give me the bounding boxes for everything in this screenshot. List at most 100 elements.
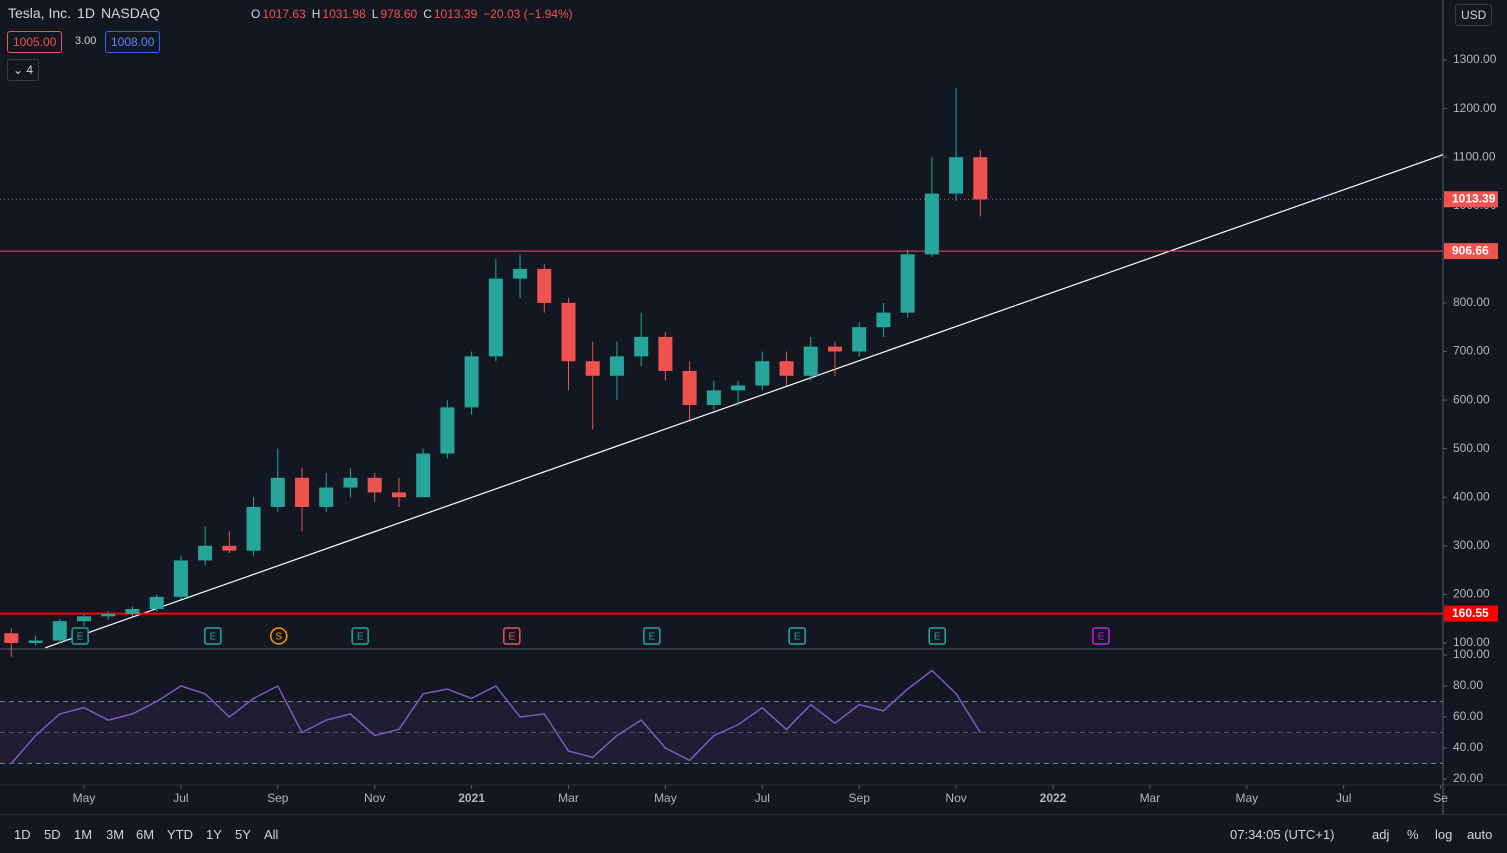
candle-body xyxy=(173,560,188,597)
candle-body xyxy=(416,453,431,498)
candle-body xyxy=(731,385,746,391)
candle-body xyxy=(658,336,673,371)
range-button[interactable]: 5Y xyxy=(235,827,251,842)
candle-body xyxy=(367,477,382,493)
range-button[interactable]: 1M xyxy=(74,827,93,842)
price-label-bg xyxy=(1444,191,1498,208)
range-button[interactable]: 6M xyxy=(136,827,155,842)
event-label: E xyxy=(210,632,217,643)
bottom-toolbar: 07:34:05 (UTC+1) adj % log auto 1D 5D 1M 3M… xyxy=(0,814,1507,853)
event-marker xyxy=(643,627,661,645)
event-marker xyxy=(270,627,288,645)
price-label-bg xyxy=(1444,243,1498,260)
value: 1031.98 xyxy=(322,7,366,21)
value: 1013.39 xyxy=(433,7,478,21)
x-tick-label: Sep xyxy=(849,791,871,805)
price-label-bg xyxy=(1444,605,1498,622)
candle-body xyxy=(609,356,624,376)
label: L xyxy=(371,7,379,21)
price-label: 906.66 xyxy=(1452,243,1489,257)
candle-body xyxy=(319,487,334,507)
candle-body xyxy=(973,157,988,200)
candle-body xyxy=(755,361,770,386)
label: C xyxy=(423,7,432,21)
candle-body xyxy=(125,608,140,614)
y-tick-label: 800.00 xyxy=(1453,295,1490,309)
range-button[interactable]: All xyxy=(264,827,279,842)
sell-button[interactable]: 1005.00 xyxy=(7,31,63,53)
indicators-toggle[interactable]: ⌄ 4 xyxy=(7,59,40,81)
x-tick-label: May xyxy=(654,791,677,805)
rsi-tick-label: 40.00 xyxy=(1453,740,1483,754)
rsi-tick-label: 60.00 xyxy=(1453,709,1483,723)
candle-body xyxy=(464,356,479,408)
range-button[interactable]: 1D xyxy=(14,827,31,842)
x-tick-label: Nov xyxy=(364,791,385,805)
candle-body xyxy=(537,268,552,303)
candle-body xyxy=(488,278,503,357)
event-label: E xyxy=(508,632,515,643)
symbol-header: Tesla, Inc. 1D NASDAQ xyxy=(8,5,160,21)
x-tick-label: Mar xyxy=(1140,791,1161,805)
percent[interactable]: % xyxy=(1407,827,1419,842)
interval[interactable]: 1D xyxy=(77,5,95,21)
candle-body xyxy=(634,336,649,357)
candle-body xyxy=(585,361,600,376)
x-tick-label: 2021 xyxy=(458,791,485,805)
candle-body xyxy=(561,302,576,362)
symbol-name[interactable]: Tesla, Inc. xyxy=(8,5,72,21)
trendline xyxy=(45,154,1444,649)
event-marker xyxy=(928,627,946,645)
event-label: E xyxy=(794,632,801,643)
event-marker xyxy=(204,627,222,645)
candle-body xyxy=(28,640,43,643)
candle-body xyxy=(222,545,237,551)
adj[interactable]: adj xyxy=(1372,827,1390,842)
range-button[interactable]: 5D xyxy=(44,827,61,842)
range-button[interactable]: YTD xyxy=(167,827,193,842)
candle-body xyxy=(900,254,915,313)
auto[interactable]: auto xyxy=(1467,827,1493,842)
y-tick-label: 500.00 xyxy=(1453,441,1490,455)
event-marker xyxy=(788,627,806,645)
candle-body xyxy=(852,327,867,352)
x-tick-label: Nov xyxy=(945,791,966,805)
candle-body xyxy=(513,268,528,279)
rsi-tick-label: 100.00 xyxy=(1453,647,1490,661)
candle-body xyxy=(779,361,794,376)
value: 1017.63 xyxy=(262,7,306,21)
event-marker xyxy=(71,627,89,645)
value: 978.60 xyxy=(380,7,418,21)
event-label: S xyxy=(275,632,282,643)
candle-body xyxy=(803,346,818,376)
y-tick-label: 700.00 xyxy=(1453,344,1490,358)
event-label: E xyxy=(357,632,364,643)
candle-body xyxy=(440,407,455,454)
candle-body xyxy=(706,390,721,405)
event-label: E xyxy=(648,632,655,643)
currency[interactable]: USD xyxy=(1455,4,1493,26)
event-label: E xyxy=(934,632,941,643)
y-tick-label: 600.00 xyxy=(1453,392,1490,406)
event-label: E xyxy=(1098,632,1105,643)
candle-body xyxy=(949,157,964,194)
clock: 07:34:05 (UTC+1) xyxy=(1230,827,1335,842)
range-button[interactable]: 3M xyxy=(106,827,125,842)
candle-body xyxy=(924,193,939,255)
change: −20.03 (−1.94%) xyxy=(483,7,573,21)
event-marker xyxy=(503,627,521,645)
candle-body xyxy=(391,492,406,498)
x-tick-label: Jul xyxy=(1336,791,1351,805)
log[interactable]: log xyxy=(1435,827,1453,842)
candle-body xyxy=(4,633,19,643)
candle-body xyxy=(343,477,358,488)
price-label: 160.55 xyxy=(1452,606,1489,620)
range-button[interactable]: 1Y xyxy=(206,827,222,842)
candle-body xyxy=(270,477,285,507)
x-tick-label: Jul xyxy=(755,791,770,805)
rsi-tick-label: 20.00 xyxy=(1453,771,1483,785)
y-tick-label: 300.00 xyxy=(1453,538,1490,552)
buy-button[interactable]: 1008.00 xyxy=(105,31,161,53)
